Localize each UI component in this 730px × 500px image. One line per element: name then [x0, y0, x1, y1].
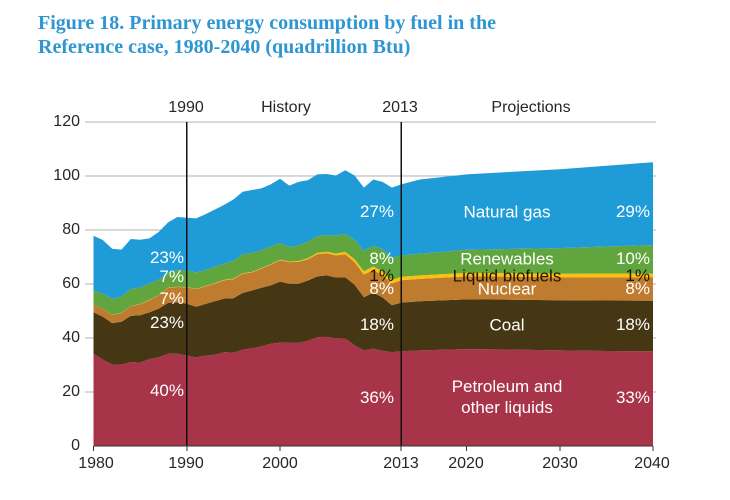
band-label-coal: Coal: [489, 315, 525, 335]
x-axis-label: 2000: [262, 455, 298, 472]
pct-2040-natural-gas: 29%: [615, 202, 650, 221]
area-natural-gas: [93, 162, 653, 299]
pct-2013-renewables: 8%: [369, 249, 394, 268]
header-label-1990: 1990: [168, 99, 204, 116]
x-axis-label: 2020: [448, 455, 484, 472]
pct-2040-nuclear: 8%: [625, 279, 650, 298]
figure-title-line1: Figure 18. Primary energy consumption by…: [38, 12, 496, 34]
y-axis-label: 120: [53, 113, 80, 130]
band-label-petroleum: Petroleum and other liquids: [451, 377, 563, 417]
x-axis-label: 1980: [78, 455, 114, 472]
pct-2040-coal: 18%: [615, 315, 650, 334]
y-axis-label: 40: [62, 329, 80, 346]
x-axis-label: 2040: [634, 455, 670, 472]
pct-1990-petroleum: 40%: [149, 381, 184, 400]
pct-1990-natural-gas: 23%: [149, 248, 184, 267]
area-renewables: [93, 234, 653, 315]
x-axis-label: 2013: [383, 455, 419, 472]
area-coal: [93, 275, 653, 365]
band-label-liquid-biofuels: Liquid biofuels: [452, 266, 562, 286]
pct-1990-coal: 23%: [149, 313, 184, 332]
pct-2013-liquid-biofuels: 1%: [369, 266, 394, 285]
area-nuclear: [93, 253, 653, 324]
header-label-2013: 2013: [382, 99, 418, 116]
pct-2013-natural-gas: 27%: [359, 202, 394, 221]
figure-title-line2: Reference case, 1980-2040 (quadrillion B…: [38, 36, 411, 58]
pct-2013-petroleum: 36%: [359, 388, 394, 407]
y-axis-label: 100: [53, 167, 80, 184]
pct-2040-petroleum: 33%: [615, 388, 650, 407]
pct-2013-nuclear: 8%: [369, 279, 394, 298]
y-axis-label: 0: [71, 437, 80, 454]
y-axis-label: 80: [62, 221, 80, 238]
pct-2040-liquid-biofuels: 1%: [625, 266, 650, 285]
figure-title: Figure 18. Primary energy consumption by…: [38, 11, 496, 59]
pct-2040-renewables: 10%: [615, 249, 650, 268]
band-label-renewables: Renewables: [460, 249, 554, 269]
header-label-projections: Projections: [491, 99, 571, 116]
band-label-nuclear: Nuclear: [477, 279, 537, 299]
pct-1990-renewables: 7%: [159, 267, 184, 286]
band-label-natural-gas: Natural gas: [463, 202, 551, 222]
area-petroleum: [93, 336, 653, 446]
pct-2013-coal: 18%: [359, 315, 394, 334]
y-axis-label: 60: [62, 275, 80, 292]
pct-1990-nuclear: 7%: [159, 289, 184, 308]
x-axis-label: 1990: [168, 455, 204, 472]
y-axis-label: 20: [62, 383, 80, 400]
header-label-history: History: [261, 99, 311, 116]
x-axis-label: 2030: [542, 455, 578, 472]
